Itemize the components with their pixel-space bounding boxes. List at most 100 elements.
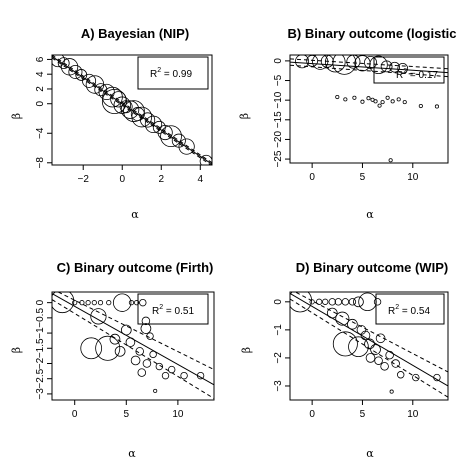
data-point [290, 292, 313, 313]
y-tick-label: −2 [273, 352, 284, 364]
data-point [332, 331, 358, 357]
data-point [397, 371, 405, 379]
confidence-band-line [52, 299, 214, 399]
panel-title: C) Binary outcome (Firth) [57, 260, 214, 275]
data-point [397, 63, 409, 74]
data-point [82, 73, 97, 88]
data-point [335, 94, 340, 100]
y-tick-label: −15 [273, 111, 284, 128]
y-tick-label: −3 [273, 380, 284, 392]
data-point [389, 61, 401, 73]
y-tick-label: −8 [35, 157, 46, 169]
data-point [167, 365, 176, 374]
data-point [385, 95, 390, 100]
y-tick-label: −0.5 [35, 308, 46, 328]
data-point [433, 373, 441, 382]
data-point [348, 298, 357, 306]
data-point [326, 307, 338, 319]
data-point [402, 100, 407, 105]
panel-title: A) Bayesian (NIP) [81, 26, 189, 41]
x-axis-label: α [128, 447, 136, 460]
data-point [306, 55, 319, 67]
y-tick-label: −2 [35, 357, 46, 369]
data-point [360, 99, 365, 104]
plot-area [290, 55, 448, 163]
data-point [98, 83, 115, 101]
r2-annotation-box [375, 293, 445, 325]
y-tick-label: 0 [35, 299, 46, 305]
y-tick-label: −10 [273, 91, 284, 108]
data-point [390, 99, 395, 104]
data-point [412, 373, 420, 382]
data-point [144, 115, 163, 134]
data-point [380, 60, 393, 73]
data-point [141, 316, 151, 326]
data-point [120, 100, 140, 119]
confidence-band-line [290, 64, 448, 78]
data-point [142, 359, 152, 368]
data-point [418, 104, 423, 109]
data-point [369, 55, 388, 75]
data-point [123, 100, 145, 122]
x-tick-label: 2 [158, 174, 164, 185]
data-point [135, 347, 144, 356]
y-tick-label: −25 [273, 150, 284, 167]
x-tick-label: 0 [72, 409, 78, 420]
data-point [316, 298, 323, 305]
data-point [95, 335, 121, 361]
plot-frame [289, 291, 449, 401]
x-axis-label: α [366, 447, 374, 460]
panel-bayesian-nip: A) Bayesian (NIP) α β R2 = 0.99 −2 0 2 4 −8 −… [10, 26, 213, 221]
y-tick-label: 6 [35, 56, 46, 62]
data-point [125, 337, 136, 347]
y-tick-label: −3 [35, 388, 46, 400]
data-point [358, 292, 377, 312]
y-axis-label: β [240, 347, 253, 353]
data-point [72, 300, 78, 306]
y-tick-label: −1.5 [35, 338, 46, 358]
data-point [112, 293, 132, 312]
data-point [134, 300, 140, 306]
y-axis-label: β [10, 347, 23, 353]
data-point [91, 300, 97, 306]
data-point [334, 298, 343, 306]
r2-annotation: R2 = 0.17 [396, 68, 438, 81]
r2-annotation: R2 = 0.51 [152, 304, 194, 317]
data-point [389, 389, 394, 394]
data-point [160, 125, 182, 148]
panel-binary-firth: C) Binary outcome (Firth) α β R2 = 0.51 … [10, 260, 215, 460]
regression-line [290, 292, 448, 387]
r2-annotation-box [137, 56, 209, 90]
x-tick-label: 0 [309, 409, 315, 420]
data-point [347, 318, 358, 330]
data-point [85, 300, 91, 306]
panel-binary-wip: D) Binary outcome (WIP) α β R2 = 0.54 0 5… [240, 260, 449, 460]
data-point [309, 299, 315, 305]
y-tick-label: 4 [35, 71, 46, 77]
data-point [130, 355, 141, 366]
data-point [377, 103, 382, 108]
y-tick-label: −5 [273, 74, 284, 86]
data-point [373, 99, 378, 104]
y-tick-label: 2 [35, 86, 46, 92]
y-tick-label: 0 [35, 101, 46, 107]
data-point [396, 97, 401, 102]
y-tick-label: −1 [35, 327, 46, 339]
plot-frame [51, 291, 215, 401]
panel-title: B) Binary outcome (logistic [287, 26, 456, 41]
data-point [90, 308, 107, 325]
data-point [140, 323, 152, 334]
r2-annotation: R2 = 0.54 [388, 304, 430, 317]
y-tick-label: −20 [273, 131, 284, 148]
x-tick-label: −2 [78, 174, 90, 185]
data-point [57, 57, 70, 70]
x-tick-label: 5 [360, 409, 366, 420]
data-point [114, 345, 126, 357]
y-tick-label: −2.5 [35, 368, 46, 388]
data-point [120, 324, 132, 336]
data-point [52, 292, 75, 314]
data-point [434, 104, 439, 109]
plot-area [290, 292, 448, 398]
confidence-band-line [294, 292, 448, 373]
